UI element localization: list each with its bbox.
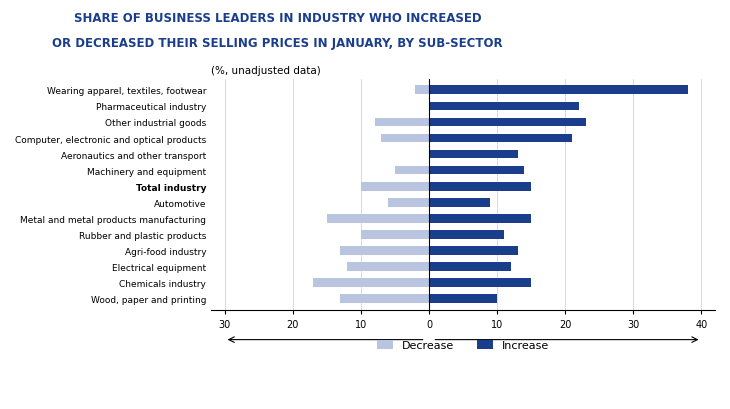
Bar: [388, 198, 429, 207]
Bar: [340, 246, 429, 255]
Bar: [381, 134, 429, 143]
Bar: [429, 246, 518, 255]
Bar: [415, 86, 429, 95]
Bar: [395, 166, 429, 175]
Text: (%, unadjusted data): (%, unadjusted data): [211, 65, 321, 76]
Bar: [429, 134, 572, 143]
Bar: [429, 214, 531, 223]
Bar: [429, 150, 518, 159]
Bar: [429, 102, 579, 111]
Text: SHARE OF BUSINESS LEADERS IN INDUSTRY WHO INCREASED: SHARE OF BUSINESS LEADERS IN INDUSTRY WH…: [74, 12, 481, 25]
Bar: [429, 294, 497, 303]
Legend: Decrease, Increase: Decrease, Increase: [372, 336, 554, 355]
Bar: [361, 230, 429, 239]
Bar: [340, 294, 429, 303]
Bar: [429, 182, 531, 191]
Bar: [361, 182, 429, 191]
Bar: [429, 86, 688, 95]
Text: OR DECREASED THEIR SELLING PRICES IN JANUARY, BY SUB-SECTOR: OR DECREASED THEIR SELLING PRICES IN JAN…: [52, 37, 503, 50]
Bar: [429, 198, 491, 207]
Bar: [429, 230, 504, 239]
Bar: [429, 166, 524, 175]
Bar: [374, 118, 429, 127]
Bar: [347, 262, 429, 271]
Bar: [313, 278, 429, 287]
Bar: [429, 118, 585, 127]
Bar: [327, 214, 429, 223]
Bar: [429, 262, 511, 271]
Bar: [429, 278, 531, 287]
